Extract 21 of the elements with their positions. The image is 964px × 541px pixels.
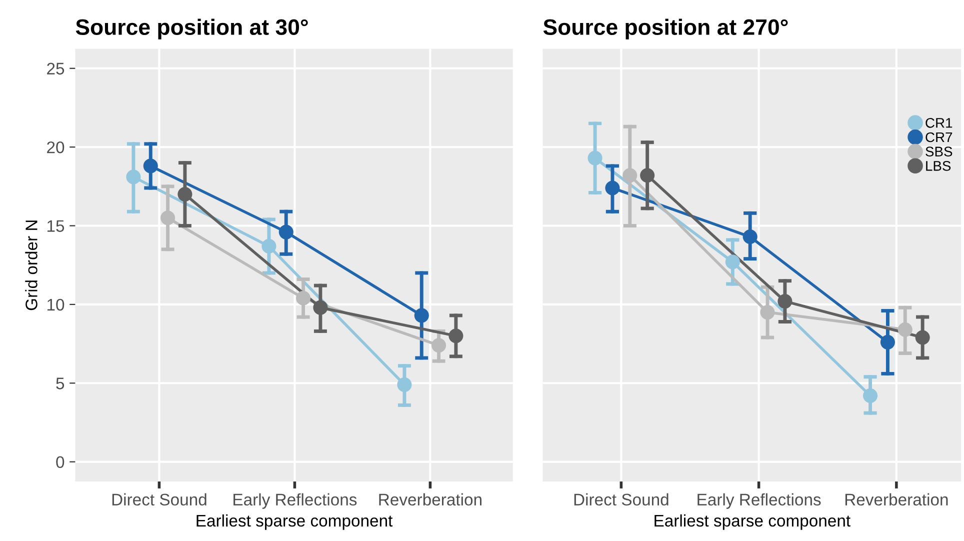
x-tick-label: Early Reflections (698, 493, 821, 509)
y-axis-title: Grid order N (25, 220, 38, 310)
chart-title: Source position at 270° (543, 18, 788, 40)
y-tick-label: 10 (48, 298, 64, 311)
y-tick-label: 5 (56, 378, 64, 390)
y-tick-label: 0 (56, 456, 64, 468)
y-tick-label: 25 (47, 62, 64, 75)
chart-title: Source position at 30° (76, 18, 308, 40)
x-tick-label: Early Reflections (234, 493, 357, 509)
x-axis-title: Earliest sparse component (654, 514, 850, 530)
legend-label: CR1 (926, 118, 952, 128)
legend-label: SBS (926, 146, 952, 156)
x-tick-label: Reverberation (845, 493, 948, 506)
y-tick-label: 20 (47, 141, 64, 154)
y-tick-label: 15 (48, 220, 64, 232)
x-axis-title: Earliest sparse component (196, 514, 393, 530)
legend-label: CR7 (926, 132, 952, 142)
x-tick-label: Direct Sound (112, 493, 206, 506)
legend-label: LBS (926, 160, 951, 171)
x-tick-label: Reverberation (379, 493, 482, 506)
x-tick-label: Direct Sound (574, 493, 668, 506)
